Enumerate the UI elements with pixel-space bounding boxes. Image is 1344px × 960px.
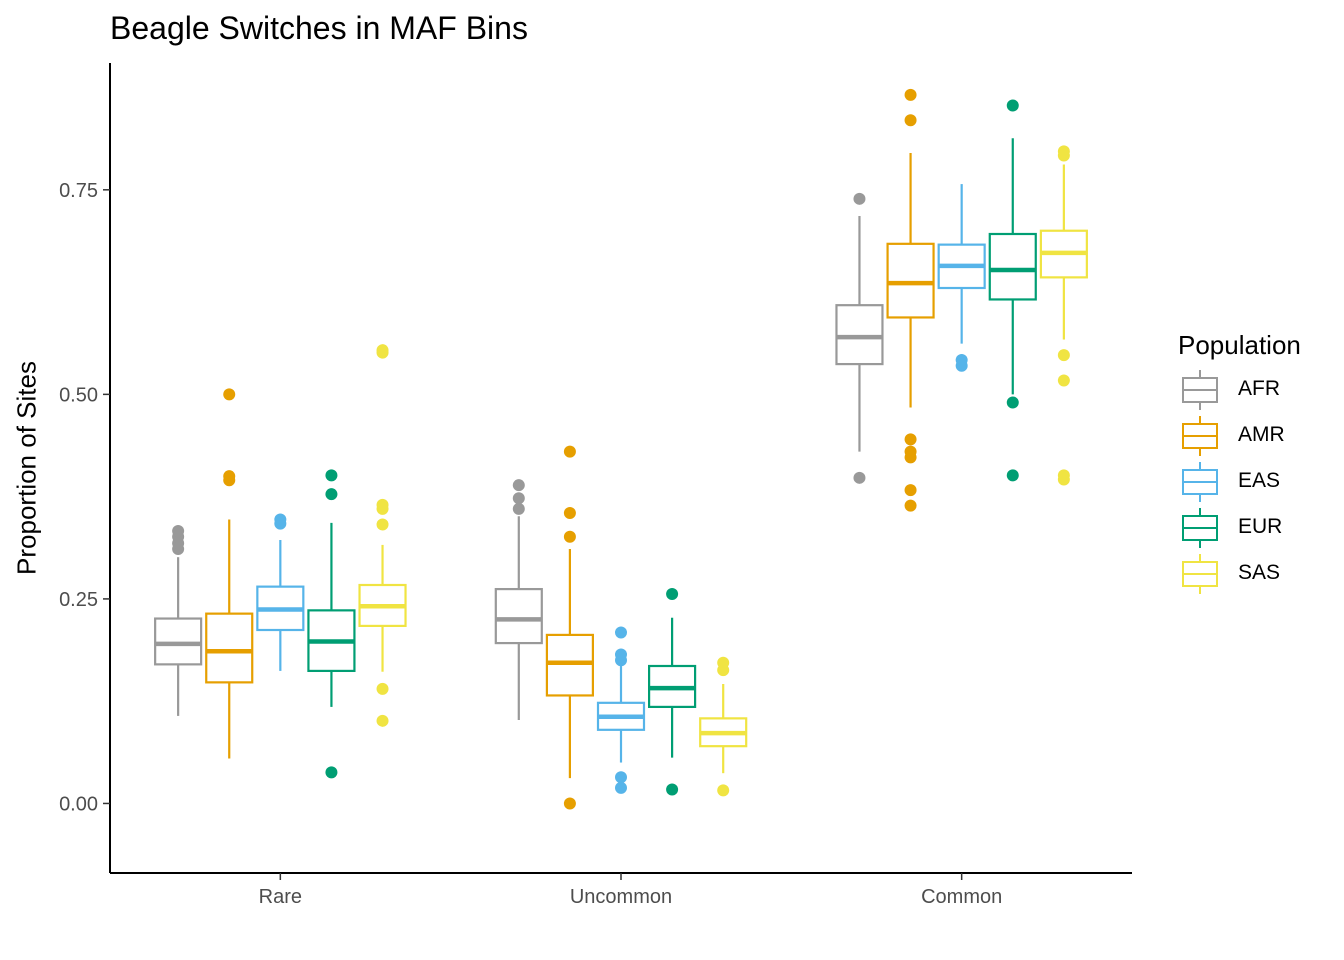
outlier-point <box>376 682 389 695</box>
box-iqr <box>205 612 254 684</box>
legend-item-sas: SAS <box>1178 551 1301 597</box>
outlier-point <box>904 499 917 512</box>
outlier-point <box>1057 349 1070 362</box>
box-afr-rare <box>154 525 203 716</box>
box-sas-common <box>1039 145 1088 486</box>
outlier-point <box>666 783 679 796</box>
legend-label: AMR <box>1238 423 1285 446</box>
x-tick-label: Uncommon <box>570 886 672 908</box>
outlier-point <box>1006 469 1019 482</box>
outlier-point <box>853 192 866 205</box>
outlier-point <box>853 471 866 484</box>
outlier-point <box>904 484 917 497</box>
legend-item-eas: EAS <box>1178 459 1301 505</box>
x-tick-label: Rare <box>259 886 302 908</box>
box-afr-uncommon <box>494 479 543 720</box>
legend-label: SAS <box>1238 561 1281 584</box>
y-tick-label: 0.00 <box>59 793 98 815</box>
outlier-point <box>1057 469 1070 482</box>
outlier-point <box>1057 145 1070 158</box>
box-amr-uncommon <box>545 445 594 810</box>
legend-key <box>1182 508 1218 548</box>
y-axis-title: Proportion of Sites <box>11 361 42 575</box>
legend-item-amr: AMR <box>1178 413 1301 459</box>
legend-item-eur: EUR <box>1178 505 1301 551</box>
legend-label: AFR <box>1238 377 1280 400</box>
outlier-point <box>904 433 917 446</box>
outlier-point <box>274 513 287 526</box>
outlier-point <box>615 771 627 784</box>
outlier-point <box>325 766 338 779</box>
x-tick-label: Common <box>921 886 1002 908</box>
box-eur-rare <box>307 469 356 779</box>
legend-item-afr: AFR <box>1178 367 1301 413</box>
box-eur-common <box>988 99 1037 482</box>
box-amr-common <box>886 88 935 512</box>
outlier-point <box>512 492 525 505</box>
outlier-point <box>223 388 236 401</box>
y-tick-label: 0.75 <box>59 180 98 202</box>
outlier-point <box>512 479 525 492</box>
outlier-point <box>563 797 576 810</box>
legend-label: EAS <box>1238 469 1281 492</box>
outlier-point <box>666 588 679 600</box>
outlier-point <box>717 656 730 669</box>
box-iqr <box>988 232 1037 301</box>
legend-label: EUR <box>1238 515 1283 538</box>
y-axis-title-wrap: Proportion of Sites <box>0 0 50 960</box>
box-amr-rare <box>205 388 254 759</box>
outlier-point <box>904 114 917 127</box>
box-sas-uncommon <box>699 656 748 797</box>
outlier-point <box>223 470 236 483</box>
outlier-point <box>1006 396 1019 409</box>
outlier-point <box>1057 374 1070 387</box>
outlier-point <box>325 469 338 482</box>
box-eas-uncommon <box>596 626 646 794</box>
plot-marks <box>154 88 1088 810</box>
y-tick-label: 0.50 <box>59 384 98 406</box>
box-afr-common <box>835 192 884 484</box>
outlier-point <box>563 530 576 543</box>
outlier-point <box>717 784 730 797</box>
outlier-point <box>615 626 627 639</box>
outlier-point <box>615 648 627 661</box>
legend-key <box>1182 462 1218 502</box>
outlier-point <box>563 507 576 519</box>
legend-title: Population <box>1178 330 1301 360</box>
legend-key <box>1182 416 1218 456</box>
outlier-point <box>376 498 389 511</box>
outlier-point <box>172 525 185 537</box>
box-sas-rare <box>358 344 407 727</box>
legend-items: AFR AMR EAS EUR SAS <box>1178 367 1301 597</box>
y-tick-label: 0.25 <box>59 589 98 611</box>
box-iqr <box>545 633 594 697</box>
chart-title: Beagle Switches in MAF Bins <box>110 10 528 46</box>
box-iqr <box>154 617 203 666</box>
box-eur-uncommon <box>648 588 697 796</box>
box-iqr <box>835 304 884 366</box>
outlier-point <box>955 354 968 366</box>
box-eas-common <box>937 184 986 372</box>
legend-key <box>1182 554 1218 594</box>
outlier-point <box>376 518 389 531</box>
outlier-point <box>325 488 338 501</box>
outlier-point <box>1006 99 1019 112</box>
outlier-point <box>904 445 917 458</box>
outlier-point <box>376 344 389 357</box>
box-eas-rare <box>256 513 305 671</box>
outlier-point <box>512 502 525 515</box>
legend: Population AFR AMR EAS EUR SAS <box>1178 330 1301 597</box>
axes: 0.00 0.25 0.50 0.75 Rare Uncommon Common <box>59 63 1132 908</box>
outlier-point <box>563 445 576 458</box>
legend-key <box>1182 370 1218 410</box>
outlier-point <box>904 88 917 101</box>
outlier-point <box>615 781 627 794</box>
box-iqr <box>886 242 935 319</box>
outlier-point <box>376 714 389 727</box>
box-iqr <box>494 587 543 645</box>
